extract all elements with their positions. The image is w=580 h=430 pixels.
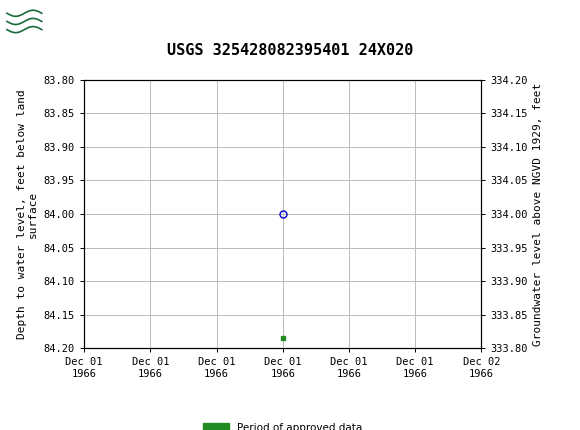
Legend: Period of approved data: Period of approved data [199, 419, 367, 430]
Y-axis label: Groundwater level above NGVD 1929, feet: Groundwater level above NGVD 1929, feet [534, 82, 543, 346]
Y-axis label: Depth to water level, feet below land
surface: Depth to water level, feet below land su… [17, 89, 38, 339]
Text: USGS: USGS [49, 11, 109, 30]
Text: USGS 325428082395401 24X020: USGS 325428082395401 24X020 [167, 43, 413, 58]
Bar [5, 4, 45, 37]
